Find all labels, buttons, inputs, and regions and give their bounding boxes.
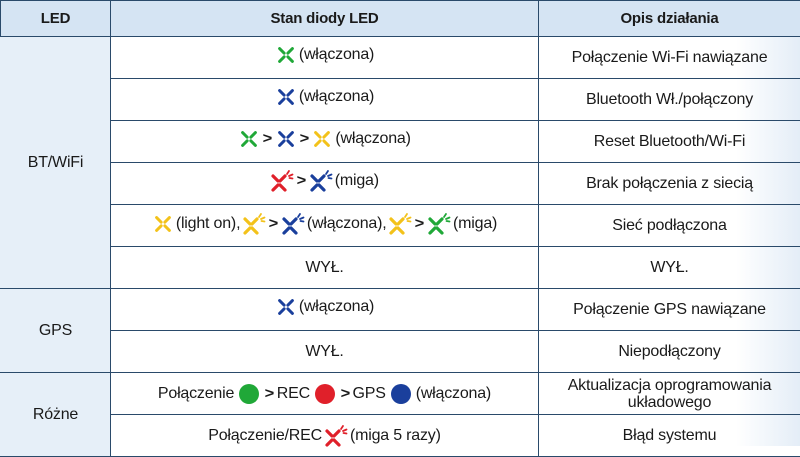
header-desc: Opis działania xyxy=(539,1,800,37)
state-text: (light on), xyxy=(176,215,241,233)
state-text: (włączona) xyxy=(299,46,374,64)
led-state-cell: (włączona) xyxy=(111,79,539,121)
arrow-sign: > xyxy=(341,385,350,403)
blue-dot xyxy=(391,384,411,404)
description-cell: Połączenie Wi-Fi nawiązane xyxy=(539,37,800,79)
state-text: (włączona) xyxy=(299,88,374,106)
x-icon-green xyxy=(275,44,297,66)
table-row: > (miga) Brak połączenia z siecią xyxy=(1,163,800,205)
x-blink-icon-blue xyxy=(309,169,333,193)
x-blink-icon-yellow xyxy=(242,212,266,236)
state-text: (miga) xyxy=(335,172,379,190)
x-icon-blue xyxy=(275,296,297,318)
table-row: GPS (włączona) Połączenie GPS nawiązane xyxy=(1,289,800,331)
state-text: WYŁ. xyxy=(305,343,343,360)
state-text: GPS xyxy=(353,385,386,403)
table-row: Połączenie/REC (miga 5 razy) Błąd system… xyxy=(1,415,800,457)
state-text: (włączona) xyxy=(335,130,410,148)
arrow-sign: > xyxy=(299,130,308,148)
led-state-cell: Połączenie/REC (miga 5 razy) xyxy=(111,415,539,457)
table-row: Różne Połączenie > REC > GPS (włączona) … xyxy=(1,373,800,415)
led-state-cell: WYŁ. xyxy=(111,331,539,373)
led-state-cell: (włączona) xyxy=(111,289,539,331)
arrow-sign: > xyxy=(415,215,424,233)
x-icon-yellow xyxy=(152,213,174,235)
state-text: Połączenie xyxy=(158,385,234,403)
description-cell: Reset Bluetooth/Wi-Fi xyxy=(539,121,800,163)
x-blink-icon-red xyxy=(324,424,348,448)
x-blink-icon-yellow xyxy=(388,212,412,236)
group-bt-wifi: BT/WiFi xyxy=(1,37,111,289)
description-cell: Błąd systemu xyxy=(539,415,800,457)
header-row: LED Stan diody LED Opis działania xyxy=(1,1,800,37)
led-state-cell: > > (włączona) xyxy=(111,121,539,163)
header-led: LED xyxy=(1,1,111,37)
x-blink-icon-blue xyxy=(281,212,305,236)
state-text: (włączona), xyxy=(307,215,387,233)
arrow-sign: > xyxy=(265,385,274,403)
description-cell: Bluetooth Wł./połączony xyxy=(539,79,800,121)
led-state-cell: > (miga) xyxy=(111,163,539,205)
description-cell: Aktualizacja oprogramowania układowego xyxy=(539,373,800,415)
x-blink-icon-red xyxy=(270,169,294,193)
table-row: (light on), > (włączona), > (miga) Sieć … xyxy=(1,205,800,247)
description-cell: Brak połączenia z siecią xyxy=(539,163,800,205)
table-row: (włączona) Bluetooth Wł./połączony xyxy=(1,79,800,121)
description-cell: WYŁ. xyxy=(539,247,800,289)
x-icon-blue xyxy=(275,128,297,150)
led-state-cell: WYŁ. xyxy=(111,247,539,289)
red-dot xyxy=(315,384,335,404)
description-cell: Niepodłączony xyxy=(539,331,800,373)
state-text: REC xyxy=(277,385,310,403)
arrow-sign: > xyxy=(263,130,272,148)
group-misc: Różne xyxy=(1,373,111,457)
led-status-sheet: LED Stan diody LED Opis działania BT/WiF… xyxy=(0,0,800,446)
led-state-cell: (włączona) xyxy=(111,37,539,79)
green-dot xyxy=(239,384,259,404)
description-cell: Sieć podłączona xyxy=(539,205,800,247)
group-gps: GPS xyxy=(1,289,111,373)
state-text: (włączona) xyxy=(299,298,374,316)
arrow-sign: > xyxy=(269,215,278,233)
header-state: Stan diody LED xyxy=(111,1,539,37)
state-text: Połączenie/REC xyxy=(208,427,322,445)
table-row: > > (włączona) Reset Bluetooth/Wi-Fi xyxy=(1,121,800,163)
x-blink-icon-green xyxy=(427,212,451,236)
led-state-cell: (light on), > (włączona), > (miga) xyxy=(111,205,539,247)
x-icon-green xyxy=(238,128,260,150)
led-state-cell: Połączenie > REC > GPS (włączona) xyxy=(111,373,539,415)
state-text: (włączona) xyxy=(416,385,491,403)
description-cell: Połączenie GPS nawiązane xyxy=(539,289,800,331)
table-row: BT/WiFi (włączona) Połączenie Wi-Fi nawi… xyxy=(1,37,800,79)
table-row: WYŁ. WYŁ. xyxy=(1,247,800,289)
x-icon-yellow xyxy=(311,128,333,150)
state-text: (miga) xyxy=(453,215,497,233)
table-row: WYŁ. Niepodłączony xyxy=(1,331,800,373)
arrow-sign: > xyxy=(297,172,306,190)
x-icon-blue xyxy=(275,86,297,108)
state-text: (miga 5 razy) xyxy=(350,427,441,445)
state-text: WYŁ. xyxy=(305,259,343,276)
